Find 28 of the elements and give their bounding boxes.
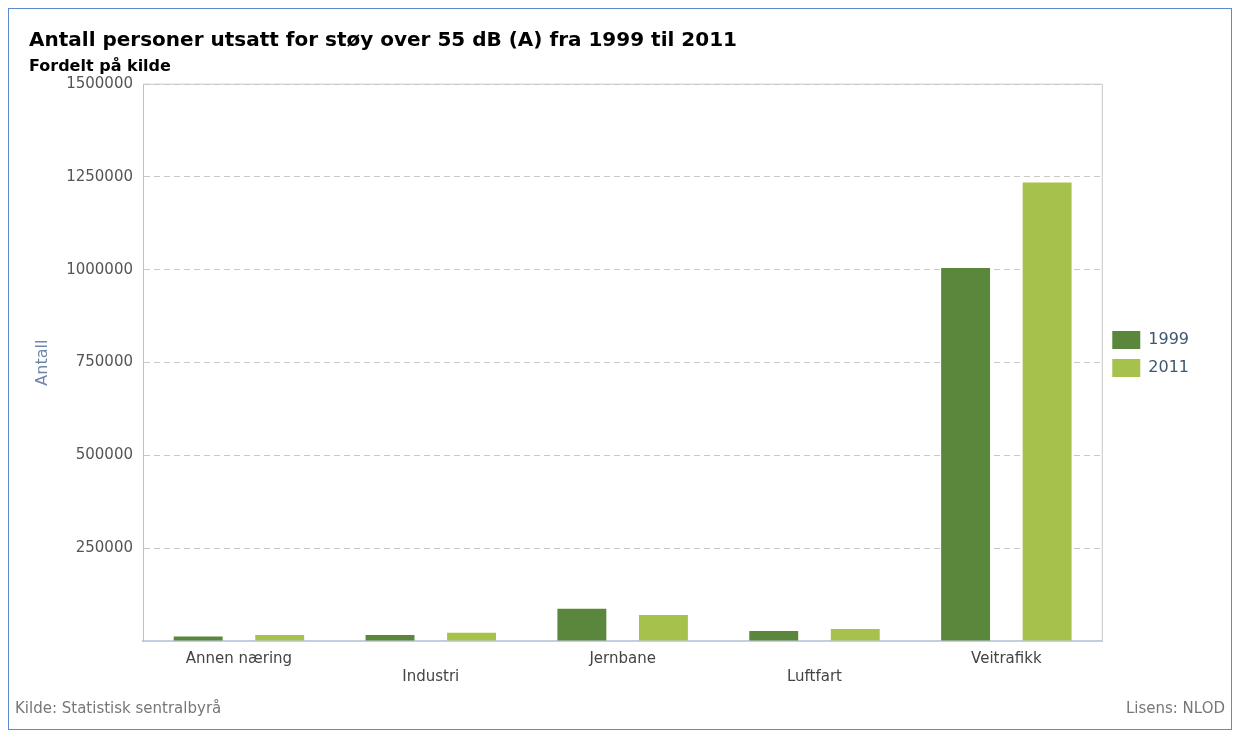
chart-subtitle: Fordelt på kilde <box>29 55 172 75</box>
y-tick-label: 500000 <box>75 445 133 464</box>
x-tick-label: Veitrafikk <box>971 648 1042 667</box>
bar <box>173 636 223 641</box>
bar <box>830 629 880 641</box>
x-tick-label: Annen næring <box>185 648 293 667</box>
bar <box>255 635 305 641</box>
y-tick-label: 1500000 <box>66 74 133 93</box>
bar <box>638 615 688 641</box>
bar <box>557 608 607 641</box>
legend-label: 2011 <box>1148 357 1189 377</box>
x-tick-label: Luftfart <box>786 666 843 685</box>
y-tick-label: 1250000 <box>66 166 133 185</box>
bar <box>365 635 415 641</box>
text: Lisens: NLOD <box>1125 699 1225 717</box>
y-axis-title: Antall <box>31 339 51 386</box>
text: Kilde: Statistisk sentralbyrå <box>15 699 222 717</box>
bar <box>941 267 991 641</box>
y-tick-label: 250000 <box>75 538 133 557</box>
chart-title: Antall personer utsatt for støy over 55 dB (A) fra 1999 til 2011 <box>29 27 737 52</box>
y-tick-label: 1000000 <box>66 259 133 278</box>
bar <box>1022 182 1072 641</box>
x-tick-label: Industri <box>402 666 460 685</box>
legend-label: 1999 <box>1148 329 1189 349</box>
y-tick-label: 750000 <box>75 352 133 371</box>
x-tick-label: Jernbane <box>588 648 656 667</box>
bar <box>447 632 497 641</box>
bar <box>749 630 799 641</box>
